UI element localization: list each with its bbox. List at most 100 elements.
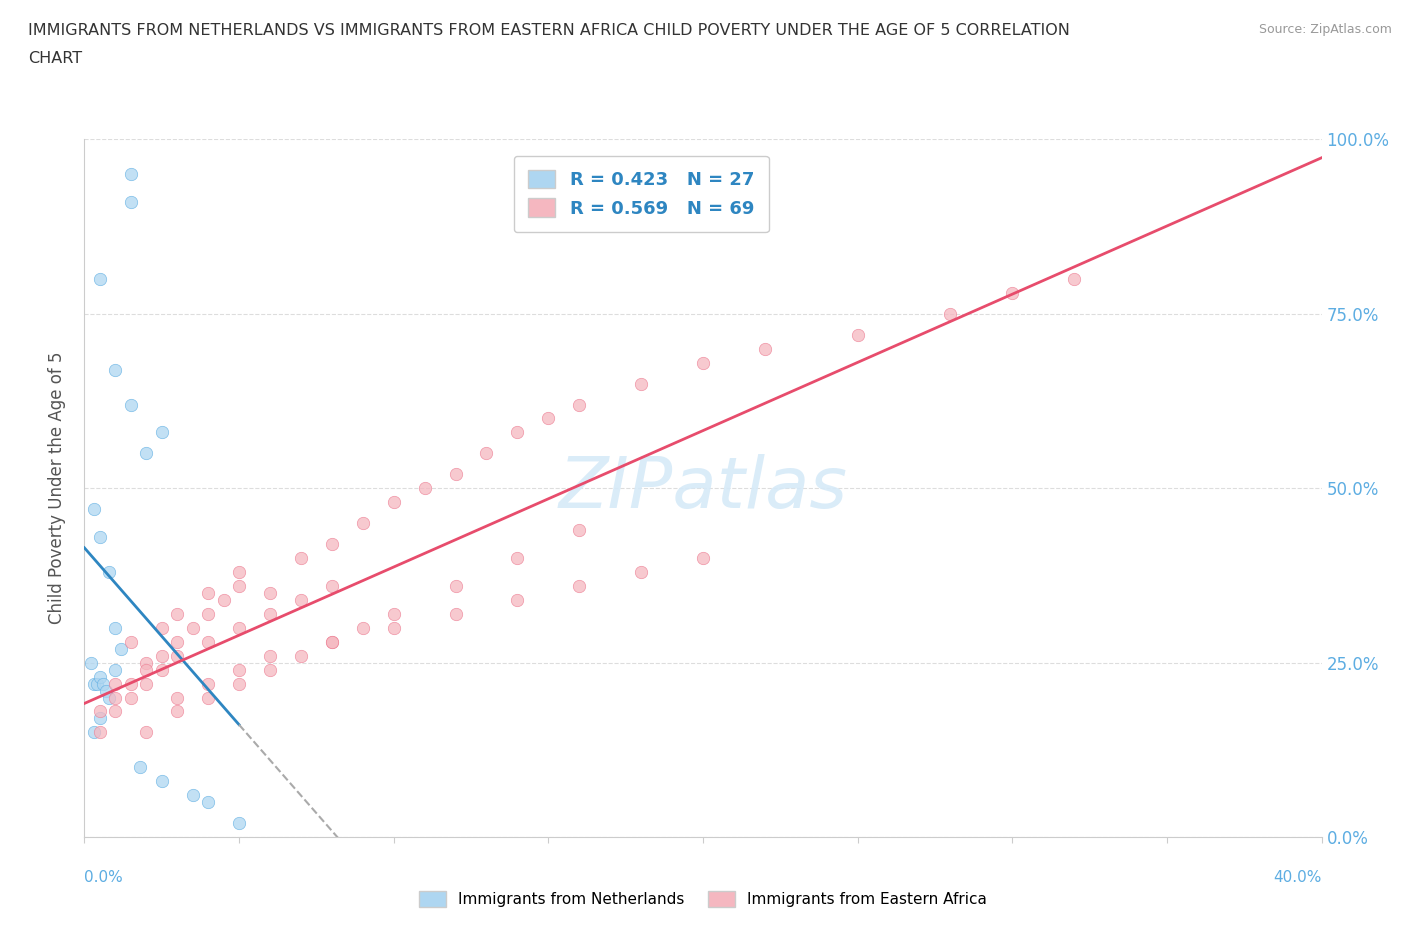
Point	[413, 481, 436, 496]
Point	[754, 341, 776, 356]
Point	[692, 355, 714, 370]
Point	[91, 676, 114, 691]
Point	[181, 620, 204, 635]
Point	[444, 606, 467, 621]
Point	[259, 662, 281, 677]
Point	[228, 662, 250, 677]
Point	[1001, 286, 1024, 300]
Point	[135, 725, 157, 740]
Point	[86, 676, 108, 691]
Point	[290, 592, 312, 607]
Point	[228, 676, 250, 691]
Point	[382, 620, 405, 635]
Point	[630, 376, 652, 391]
Point	[150, 620, 173, 635]
Point	[89, 704, 111, 719]
Point	[197, 676, 219, 691]
Point	[382, 606, 405, 621]
Point	[83, 725, 105, 740]
Point	[104, 690, 127, 705]
Point	[692, 551, 714, 565]
Point	[150, 662, 173, 677]
Point	[104, 704, 127, 719]
Point	[197, 606, 219, 621]
Text: 40.0%: 40.0%	[1274, 870, 1322, 884]
Point	[135, 446, 157, 461]
Point	[228, 620, 250, 635]
Legend: R = 0.423   N = 27, R = 0.569   N = 69: R = 0.423 N = 27, R = 0.569 N = 69	[513, 155, 769, 232]
Point	[89, 670, 111, 684]
Point	[568, 397, 591, 412]
Point	[506, 592, 529, 607]
Point	[352, 620, 374, 635]
Point	[104, 662, 127, 677]
Point	[321, 634, 343, 649]
Point	[166, 690, 188, 705]
Point	[228, 816, 250, 830]
Point	[94, 683, 117, 698]
Point	[104, 676, 127, 691]
Point	[939, 307, 962, 322]
Point	[104, 363, 127, 378]
Point	[89, 272, 111, 286]
Point	[110, 642, 132, 657]
Point	[120, 397, 142, 412]
Text: CHART: CHART	[28, 51, 82, 66]
Text: 0.0%: 0.0%	[84, 870, 124, 884]
Point	[444, 578, 467, 593]
Point	[846, 327, 869, 342]
Point	[382, 495, 405, 510]
Point	[352, 515, 374, 530]
Point	[321, 634, 343, 649]
Legend: Immigrants from Netherlands, Immigrants from Eastern Africa: Immigrants from Netherlands, Immigrants …	[412, 884, 994, 913]
Point	[104, 620, 127, 635]
Point	[181, 788, 204, 803]
Point	[98, 690, 121, 705]
Point	[120, 690, 142, 705]
Point	[197, 690, 219, 705]
Point	[321, 537, 343, 551]
Point	[83, 676, 105, 691]
Point	[135, 676, 157, 691]
Point	[120, 167, 142, 182]
Point	[321, 578, 343, 593]
Text: IMMIGRANTS FROM NETHERLANDS VS IMMIGRANTS FROM EASTERN AFRICA CHILD POVERTY UNDE: IMMIGRANTS FROM NETHERLANDS VS IMMIGRANT…	[28, 23, 1070, 38]
Point	[290, 551, 312, 565]
Point	[506, 551, 529, 565]
Y-axis label: Child Poverty Under the Age of 5: Child Poverty Under the Age of 5	[48, 352, 66, 625]
Text: ZIPatlas: ZIPatlas	[558, 454, 848, 523]
Point	[150, 774, 173, 789]
Point	[129, 760, 152, 775]
Point	[197, 634, 219, 649]
Point	[89, 725, 111, 740]
Point	[120, 634, 142, 649]
Point	[89, 530, 111, 545]
Point	[212, 592, 235, 607]
Point	[259, 648, 281, 663]
Point	[166, 606, 188, 621]
Point	[197, 586, 219, 601]
Point	[228, 578, 250, 593]
Point	[197, 794, 219, 809]
Point	[290, 648, 312, 663]
Point	[120, 676, 142, 691]
Point	[506, 425, 529, 440]
Point	[537, 411, 560, 426]
Point	[475, 446, 498, 461]
Point	[166, 648, 188, 663]
Point	[135, 656, 157, 671]
Point	[98, 565, 121, 579]
Point	[79, 656, 101, 671]
Point	[259, 586, 281, 601]
Point	[166, 634, 188, 649]
Point	[150, 648, 173, 663]
Point	[89, 711, 111, 725]
Point	[166, 704, 188, 719]
Point	[630, 565, 652, 579]
Point	[259, 606, 281, 621]
Text: Source: ZipAtlas.com: Source: ZipAtlas.com	[1258, 23, 1392, 36]
Point	[228, 565, 250, 579]
Point	[120, 195, 142, 210]
Point	[568, 523, 591, 538]
Point	[568, 578, 591, 593]
